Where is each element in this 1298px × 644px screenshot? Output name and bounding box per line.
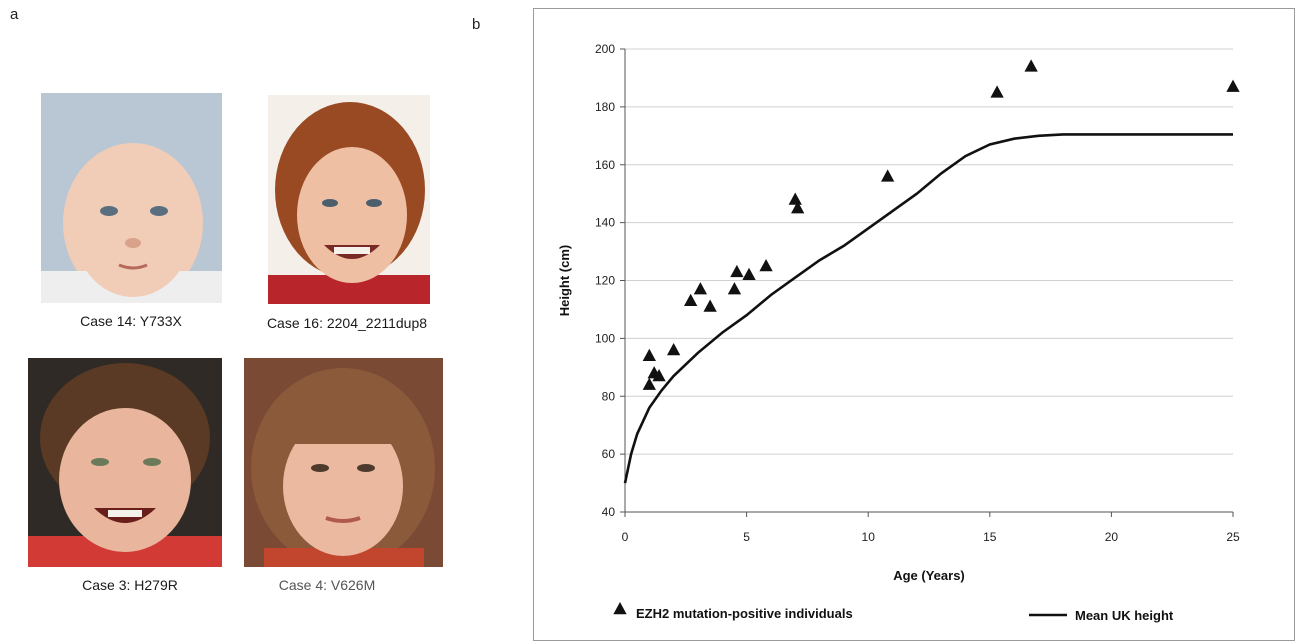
patient-photo-case-4 — [244, 358, 443, 567]
data-point-triangle — [666, 342, 681, 356]
panel-label-a: a — [10, 6, 19, 23]
legend-label-ezh2: EZH2 mutation-positive individuals — [636, 606, 853, 621]
data-point-triangle — [684, 293, 698, 307]
x-tick-label: 15 — [983, 530, 997, 544]
face-illustration — [268, 95, 430, 304]
caption-case-16: Case 16: 2204_2211dup8 — [266, 315, 428, 331]
data-point-triangle — [693, 282, 708, 295]
data-point-triangle — [703, 299, 717, 312]
data-point-triangle — [727, 282, 742, 295]
data-point-triangle — [1024, 59, 1038, 72]
patient-photo-case-14 — [41, 93, 222, 303]
caption-case-14: Case 14: Y733X — [80, 313, 182, 329]
panel-label-b: b — [472, 16, 481, 33]
y-tick-label: 140 — [595, 216, 615, 230]
caption-case-4: Case 4: V626M — [278, 577, 376, 593]
data-point-triangle — [881, 169, 895, 182]
data-point-triangle — [642, 348, 656, 361]
data-point-triangle — [788, 192, 802, 205]
legend-label-mean-uk-height: Mean UK height — [1075, 608, 1174, 623]
mean-uk-height-line — [623, 133, 1233, 484]
data-point-triangle — [742, 267, 756, 280]
face-illustration — [41, 93, 222, 303]
x-axis-title: Age (Years) — [893, 568, 965, 583]
caption-case-3: Case 3: H279R — [82, 577, 178, 593]
face-illustration — [28, 358, 222, 567]
x-tick-label: 10 — [862, 530, 876, 544]
x-tick-label: 25 — [1226, 530, 1240, 544]
x-tick-label: 20 — [1105, 530, 1119, 544]
data-point-triangle — [730, 264, 744, 278]
patient-photo-case-3 — [28, 358, 222, 567]
data-point-triangle — [652, 368, 666, 382]
data-point-triangle — [759, 259, 773, 272]
x-tick-label: 5 — [743, 530, 750, 544]
height-chart: 40 60 80 100 120 140 160 180 200 0 5 10 15 20 25 Age (Y… — [533, 8, 1295, 641]
data-point-triangle — [1226, 79, 1240, 92]
y-tick-label: 180 — [595, 100, 615, 114]
y-tick-label: 60 — [602, 447, 616, 461]
y-tick-label: 160 — [595, 158, 615, 172]
y-tick-label: 100 — [595, 331, 615, 345]
y-tick-label: 200 — [595, 42, 615, 56]
y-tick-label: 120 — [595, 274, 615, 288]
y-tick-label: 80 — [602, 389, 616, 403]
x-tick-label: 0 — [622, 530, 629, 544]
data-point-triangle — [990, 85, 1004, 98]
data-point-triangle — [791, 201, 805, 214]
y-axis-title: Height (cm) — [557, 245, 572, 317]
height-chart-svg: 40 60 80 100 120 140 160 180 200 0 5 10 15 20 25 Age (Y… — [557, 42, 1240, 623]
data-point-triangle — [642, 377, 656, 390]
patient-photo-case-16 — [268, 95, 430, 304]
legend-marker-triangle — [613, 602, 627, 615]
face-illustration — [244, 358, 443, 567]
y-tick-label: 40 — [602, 505, 616, 519]
